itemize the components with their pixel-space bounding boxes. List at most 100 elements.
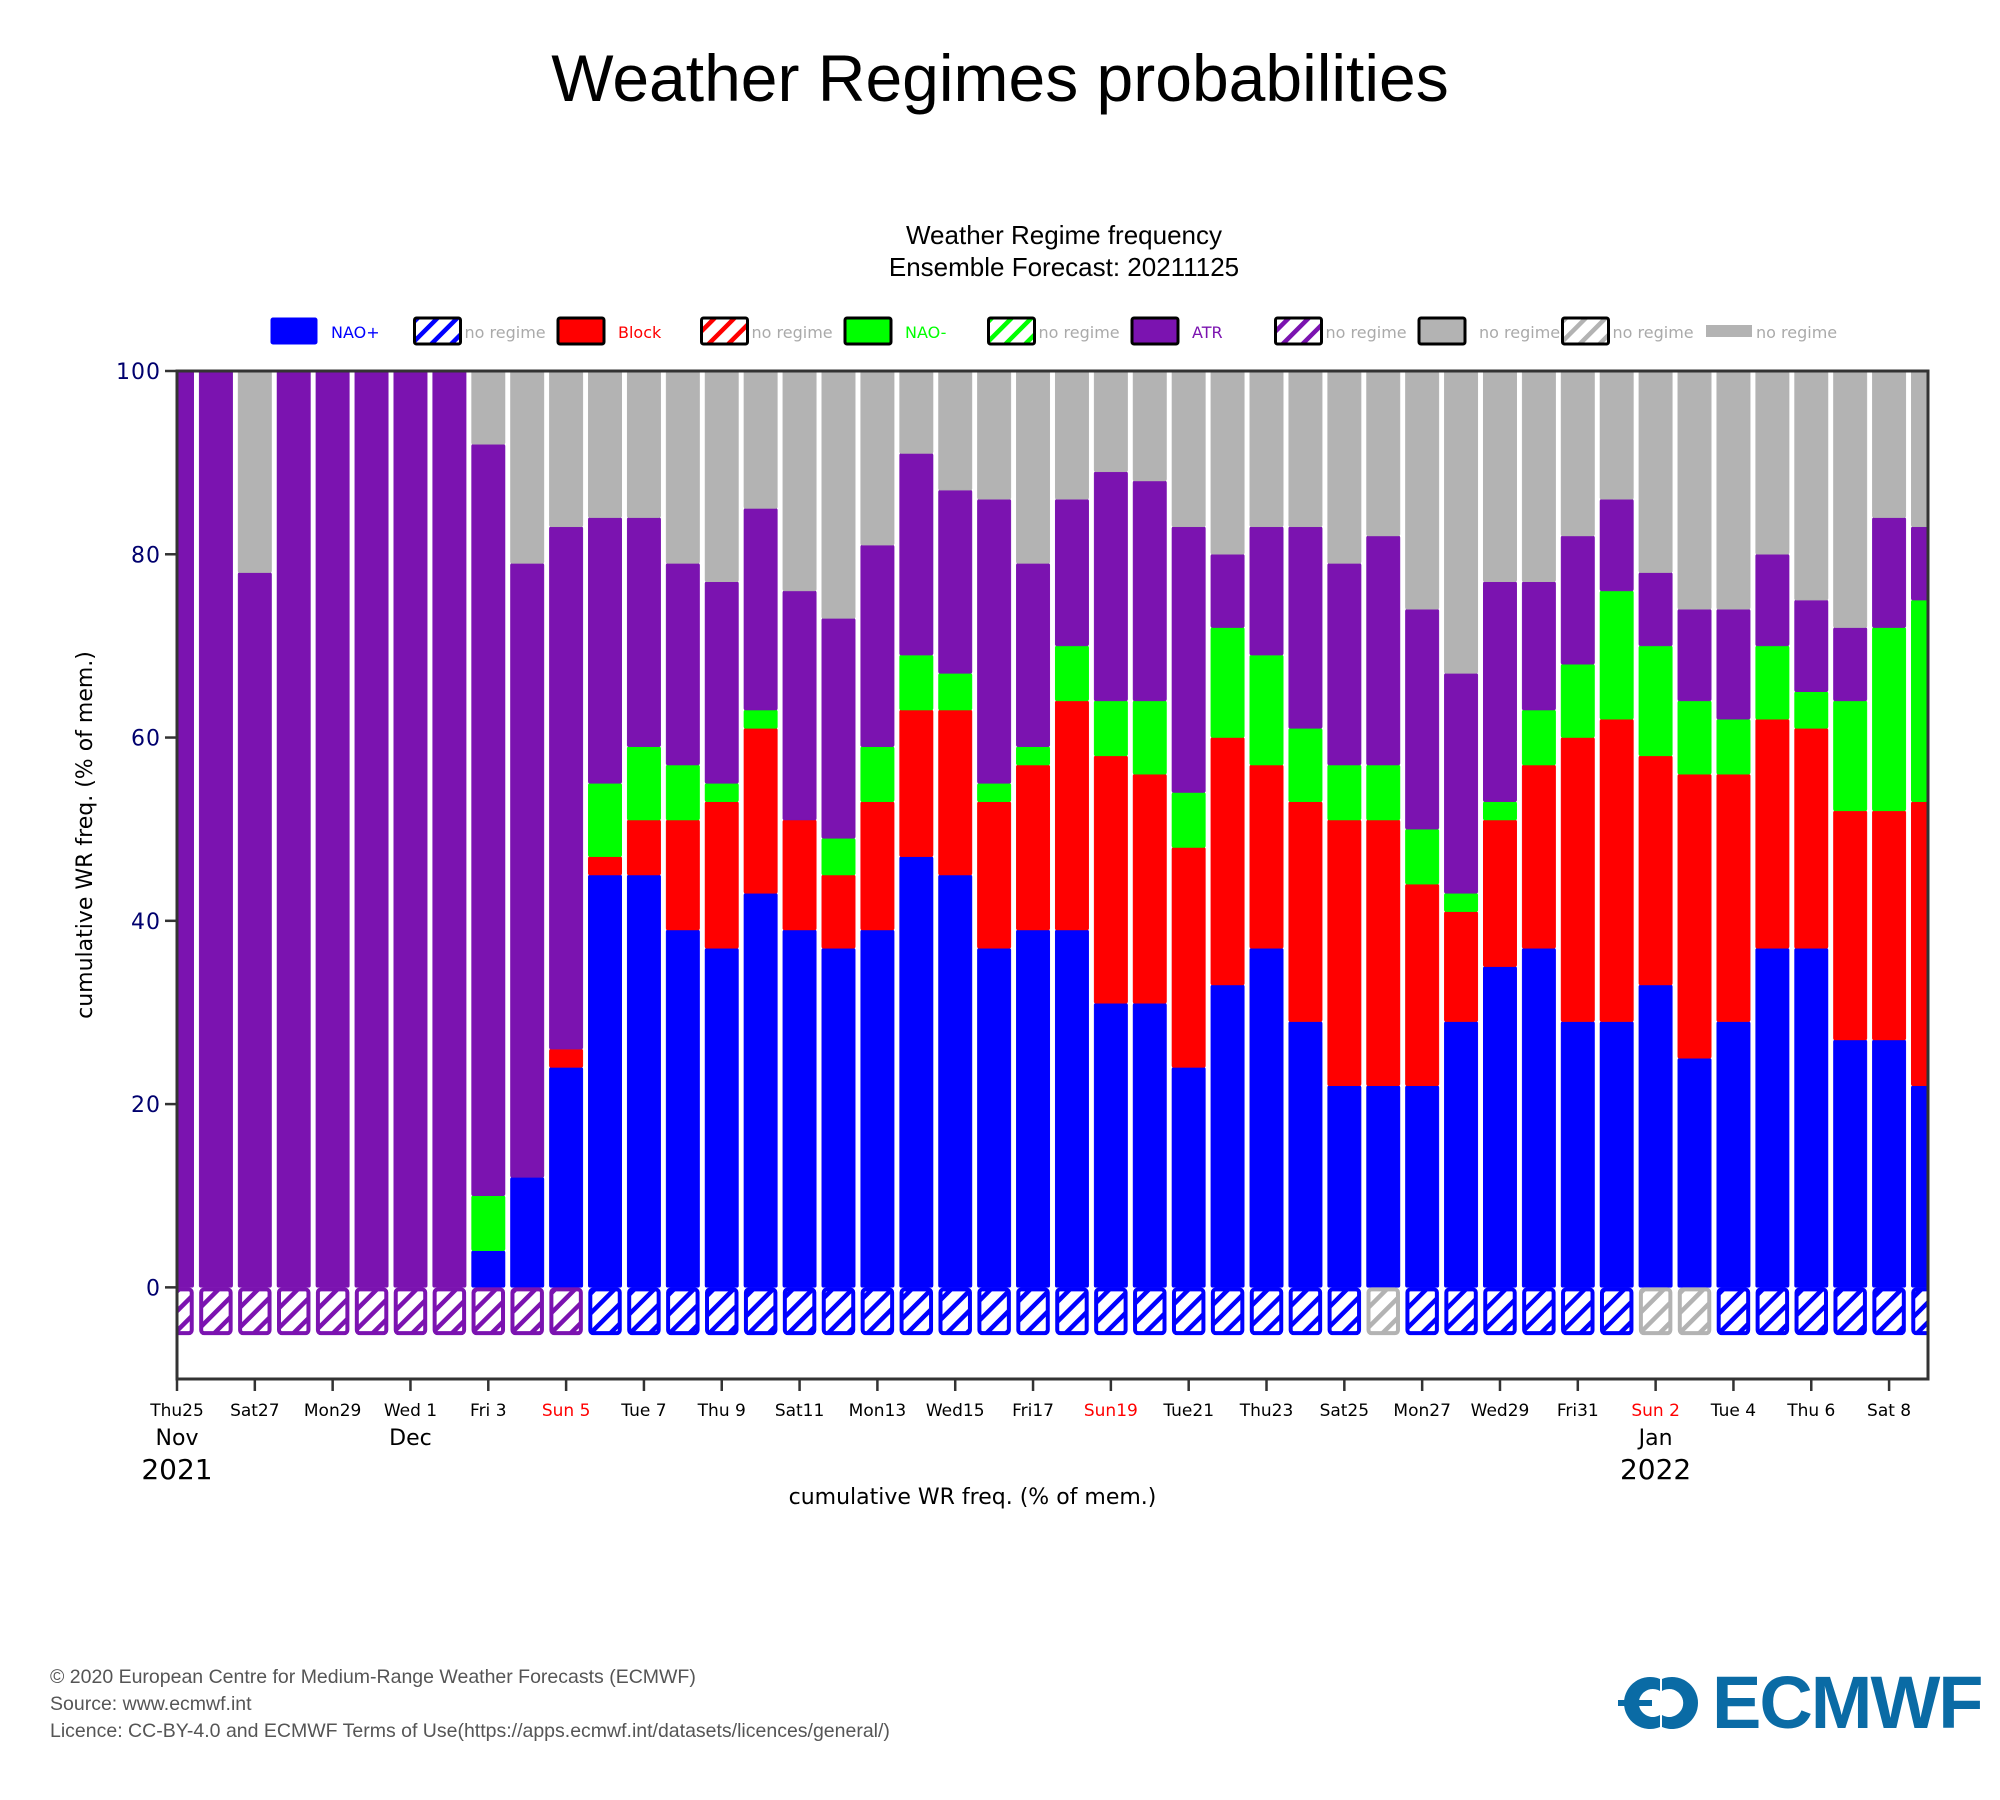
legend-item: no regime [1274, 316, 1407, 346]
month-label: Nov [156, 1426, 199, 1451]
bar-group [549, 371, 584, 1336]
bar-segment-nao-minus [1599, 590, 1634, 720]
bar-segment-nao-plus [860, 929, 895, 1288]
bar-segment-nao-plus [782, 929, 817, 1288]
y-axis-label: cumulative WR freq. (% of mem.) [73, 651, 98, 1019]
dominant-regime-hatch [1522, 1287, 1556, 1336]
bar-segment-no-regime [1405, 371, 1440, 610]
bar-segment-atr [1366, 535, 1401, 766]
bar-segment-block [626, 819, 661, 876]
dominant-regime-hatch [1210, 1287, 1245, 1336]
dominant-regime-hatch [177, 1287, 194, 1336]
bar-segment-nao-plus [626, 874, 661, 1288]
bar-segment-no-regime [1560, 371, 1595, 537]
legend-item: NAO- [843, 316, 946, 346]
bar-group [938, 371, 973, 1336]
y-tick-label: 20 [131, 1093, 161, 1118]
plot-frame [175, 369, 1930, 1381]
bar-group [237, 371, 272, 1336]
bar-segment-no-regime [1482, 371, 1517, 583]
dominant-regime-hatch [588, 1287, 622, 1336]
x-tick-label: Mon13 [849, 1401, 906, 1421]
bar-segment-atr [198, 371, 233, 1288]
ecmwf-logo-text: ECMWF [1712, 1661, 1983, 1744]
chart-title: Weather Regime frequency [905, 220, 1222, 250]
bar-segment-nao-minus [821, 838, 856, 876]
x-axis-label: cumulative WR freq. (% of mem.) [789, 1485, 1157, 1510]
bar-segment-nao-minus [1327, 764, 1362, 821]
bar-segment-no-regime [1249, 371, 1284, 528]
bar-segment-atr [393, 371, 428, 1288]
bar-segment-nao-minus [1833, 700, 1868, 812]
bar-segment-atr [1521, 581, 1556, 711]
dominant-regime-hatch [1133, 1287, 1167, 1336]
bar-segment-nao-plus [899, 856, 934, 1288]
bar-segment-atr [1755, 554, 1790, 647]
bar-segment-nao-plus [1521, 948, 1556, 1288]
bar-group [1288, 371, 1323, 1336]
legend-label: Block [618, 323, 662, 342]
bar-segment-block [665, 819, 700, 931]
dominant-regime-hatch [1872, 1287, 1906, 1336]
bar-segment-nao-minus [1755, 645, 1790, 720]
bar-segment-atr [626, 517, 661, 747]
bar-group [1794, 371, 1829, 1336]
bar-segment-atr [1327, 563, 1362, 766]
legend-item: NAO+ [270, 317, 380, 345]
legend-swatch-hatched [1274, 316, 1323, 346]
bar-segment-no-regime [510, 371, 545, 564]
bar-segment-nao-minus [471, 1195, 506, 1251]
bar-group [1444, 371, 1479, 1336]
bar-segment-no-regime [1872, 371, 1907, 518]
bar-segment-no-regime [1755, 371, 1790, 555]
dominant-regime-hatch [1677, 1287, 1712, 1336]
legend-item: no regime [1706, 323, 1837, 342]
bar-segment-nao-minus [1444, 893, 1479, 912]
bar-group [198, 371, 233, 1336]
bar-segment-block [1560, 737, 1595, 1022]
x-tick-label: Thu 6 [1786, 1401, 1835, 1421]
legend-label: no regime [465, 323, 546, 342]
year-label: 2021 [141, 1453, 212, 1486]
bar-group [510, 371, 545, 1336]
year-label: 2022 [1620, 1453, 1691, 1486]
bar-segment-nao-plus [1093, 1003, 1128, 1288]
x-tick-label: Thu23 [1239, 1401, 1294, 1421]
bar-segment-nao-minus [1093, 700, 1128, 757]
bar-segment-no-regime [1599, 371, 1634, 500]
bar-group [899, 371, 934, 1336]
bar-segment-no-regime [471, 371, 506, 445]
bar-segment-no-regime [1716, 371, 1751, 610]
bar-segment-nao-minus [1132, 700, 1167, 775]
bar-segment-block [1405, 883, 1440, 1087]
bar-segment-nao-minus [1794, 691, 1829, 729]
dominant-regime-hatch [471, 1287, 506, 1336]
legend-item: no regime [1417, 316, 1560, 346]
bar-group [588, 371, 623, 1336]
bar-segment-no-regime [1093, 371, 1128, 473]
bar-segment-block [938, 709, 973, 876]
x-tick-label: Wed15 [926, 1401, 985, 1421]
bar-segment-block [821, 874, 856, 949]
bar-segment-atr [1716, 609, 1751, 720]
legend-label: no regime [1756, 323, 1837, 342]
bar-group [1638, 371, 1673, 1336]
y-tick-label: 100 [116, 360, 161, 385]
legend-swatch [843, 316, 893, 346]
dominant-regime-hatch [432, 1287, 467, 1336]
bar-segment-nao-minus [899, 654, 934, 711]
legend-item: no regime [700, 316, 833, 346]
bar-segment-nao-plus [1755, 948, 1790, 1288]
bar-segment-atr [1444, 673, 1479, 894]
legend-swatch [270, 317, 318, 345]
bar-segment-nao-plus [1132, 1003, 1167, 1288]
bar-segment-nao-minus [1210, 627, 1245, 738]
bar-segment-atr [1405, 609, 1440, 830]
bar-segment-atr [1249, 526, 1284, 656]
bar-segment-nao-minus [1677, 700, 1712, 775]
month-label: Jan [1637, 1426, 1673, 1451]
bar-segment-block [1599, 718, 1634, 1022]
legend-swatch [1417, 316, 1467, 346]
bar-group [860, 371, 895, 1336]
bar-group [1405, 371, 1440, 1336]
